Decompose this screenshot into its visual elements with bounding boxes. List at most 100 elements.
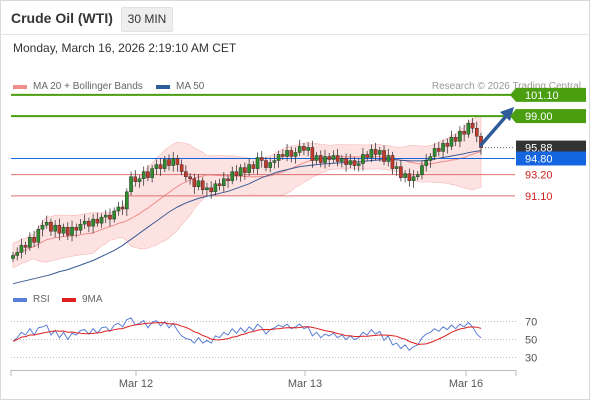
candle-body: [289, 150, 294, 157]
candle-body: [340, 158, 344, 162]
candle-body: [87, 220, 91, 227]
candle-body: [23, 245, 28, 248]
candle-body: [53, 224, 57, 232]
candle-body: [146, 171, 150, 178]
candle-body: [154, 164, 159, 169]
candle-body: [40, 224, 45, 230]
candle-body: [369, 149, 374, 158]
candle-body: [458, 131, 462, 142]
candle-body: [70, 226, 74, 236]
rsi-line: [12, 317, 482, 352]
candle-body: [28, 237, 32, 248]
candle-body: [378, 150, 382, 155]
candle-body: [162, 159, 167, 169]
candle-body: [310, 147, 315, 161]
candle-body: [403, 173, 407, 178]
candle-body: [99, 216, 104, 224]
legend-label-ma50: MA 50: [176, 81, 205, 92]
candle-body: [420, 165, 424, 175]
rsi-tick-label: 50: [525, 335, 537, 347]
candle-body: [441, 143, 445, 152]
candle-body: [91, 218, 95, 227]
candle-body: [49, 221, 53, 232]
candle-body: [411, 176, 416, 181]
candle-body: [103, 214, 108, 218]
candle-body: [15, 252, 20, 256]
forecast-arrow-shaft: [479, 112, 510, 147]
candle-body: [285, 150, 289, 157]
rsi-9ma-line: [12, 322, 482, 345]
candle-body: [184, 171, 188, 177]
candle-body: [150, 168, 154, 178]
candle-body: [407, 173, 412, 181]
candle-body: [390, 155, 395, 169]
price-label-99-00: 99.00: [525, 111, 553, 123]
candle-body: [112, 210, 116, 220]
price-tag-resistance: [516, 87, 586, 102]
candle-body: [264, 160, 268, 168]
candle-body: [356, 163, 361, 166]
candle-body: [120, 206, 125, 210]
candle-body: [205, 187, 209, 191]
legend-item-rsi: RSI: [13, 294, 50, 305]
candle-body: [192, 178, 197, 187]
candle-body: [352, 160, 357, 166]
candle-body: [238, 167, 243, 176]
header-divider: [0, 34, 590, 35]
candle-body: [137, 178, 142, 182]
candle-body: [213, 183, 218, 193]
report-datetime: Monday, March 16, 2026 2:19:10 AM CET: [13, 41, 237, 55]
candle-body: [276, 154, 281, 161]
candle-body: [179, 164, 184, 172]
candle-body: [382, 150, 386, 162]
candle-body: [226, 178, 230, 181]
price-tag-pivot: [516, 151, 586, 166]
x-tick-label: Mar 13: [288, 378, 322, 390]
candle-body: [373, 149, 378, 155]
candle-body: [141, 171, 146, 179]
candle-body: [365, 154, 369, 158]
candle-body: [386, 155, 391, 162]
candle-body: [323, 156, 327, 163]
candle-body: [44, 221, 49, 226]
candle-body: [268, 162, 272, 168]
copyright-notice: Research © 2026 Trading Central: [431, 81, 581, 92]
candle-body: [462, 131, 466, 135]
legend-item-9ma: 9MA: [62, 294, 103, 305]
candle-body: [445, 143, 450, 147]
rsi-tick-label: 70: [525, 317, 537, 329]
price-label-94-80: 94.80: [525, 154, 553, 166]
candle-body: [306, 147, 310, 151]
candle-body: [255, 157, 260, 169]
candle-body: [108, 214, 112, 220]
candle-body: [11, 255, 15, 259]
candle-body: [415, 174, 420, 177]
candle-body: [243, 167, 247, 173]
candle-body: [61, 226, 66, 234]
candle-body: [432, 148, 437, 157]
price-tag-pointer: [510, 109, 516, 124]
candle-body: [158, 164, 163, 169]
candle-body: [95, 218, 100, 224]
x-tick-label: Mar 12: [119, 378, 153, 390]
candle-body: [466, 122, 471, 135]
candle-body: [217, 183, 222, 186]
candle-body: [314, 155, 319, 161]
legend-item-ma50: MA 50: [156, 81, 204, 92]
instrument-title: Crude Oil (WTI): [11, 10, 113, 26]
candles-group: [11, 118, 483, 263]
candle-body: [133, 176, 138, 182]
candle-body: [272, 160, 277, 163]
ma50-line: [12, 150, 482, 285]
ma50-swatch: [156, 84, 170, 89]
forecast-arrow-head: [500, 107, 514, 121]
price-tag-resistance: [516, 109, 586, 124]
price-label-101-10: 101.10: [525, 90, 559, 102]
timeframe-button[interactable]: 30 MIN: [121, 7, 173, 32]
rsi-tick-label: 30: [525, 353, 537, 365]
candle-body: [297, 146, 302, 153]
candle-body: [196, 180, 201, 187]
candle-body: [234, 171, 239, 176]
candle-body: [453, 137, 458, 142]
